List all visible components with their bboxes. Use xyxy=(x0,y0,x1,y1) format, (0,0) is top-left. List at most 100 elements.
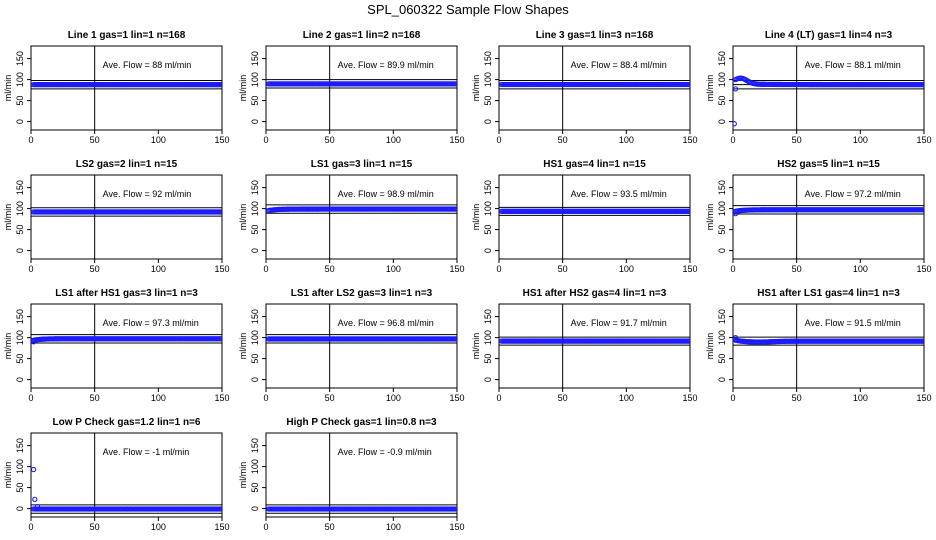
data-point xyxy=(219,81,222,88)
plot-area xyxy=(31,304,222,388)
y-tick-label: 100 xyxy=(15,72,25,87)
x-tick-label: 0 xyxy=(263,393,268,403)
plot-area xyxy=(266,46,457,130)
x-tick-label: 50 xyxy=(558,393,568,403)
average-flow-annotation: Ave. Flow = 93.5 ml/min xyxy=(571,189,667,199)
y-tick-label: 100 xyxy=(15,330,25,345)
x-tick-label: 150 xyxy=(449,393,464,403)
y-axis-label: ml/min xyxy=(238,75,248,102)
x-tick-label: 100 xyxy=(853,135,868,145)
x-tick-label: 50 xyxy=(325,393,335,403)
average-flow-annotation: Ave. Flow = 88.1 ml/min xyxy=(805,60,901,70)
y-tick-label: 50 xyxy=(250,354,260,364)
y-tick-label: 150 xyxy=(250,438,260,453)
y-axis-label: ml/min xyxy=(3,333,13,360)
x-tick-label: 0 xyxy=(28,135,33,145)
data-point xyxy=(921,207,924,213)
plot-area xyxy=(266,175,457,259)
x-tick-label: 100 xyxy=(151,135,166,145)
y-tick-label: 150 xyxy=(15,309,25,324)
x-tick-label: 100 xyxy=(151,264,166,274)
plot-frame xyxy=(498,303,691,389)
y-tick-label: 100 xyxy=(15,459,25,474)
y-tick-label: 0 xyxy=(15,506,25,511)
y-tick-label: 50 xyxy=(15,96,25,106)
x-tick-label: 50 xyxy=(558,135,568,145)
y-tick-label: 150 xyxy=(717,180,727,195)
data-point xyxy=(733,86,739,92)
x-tick-label: 50 xyxy=(90,522,100,532)
chart-panel: High P Check gas=1 lin=0.8 n=3 0 50 100 150 0… xyxy=(238,417,465,532)
x-tick-label: 50 xyxy=(90,264,100,274)
panel-title: Low P Check gas=1.2 lin=1 n=6 xyxy=(53,417,201,428)
data-point xyxy=(733,210,739,217)
panel-title: Line 2 gas=1 lin=2 n=168 xyxy=(303,30,421,41)
data-point xyxy=(687,338,690,344)
data-point xyxy=(687,208,690,214)
x-tick-label: 150 xyxy=(449,522,464,532)
y-tick-label: 50 xyxy=(717,354,727,364)
data-point xyxy=(733,121,737,127)
y-tick-label: 50 xyxy=(717,96,727,106)
y-tick-label: 150 xyxy=(483,180,493,195)
panel-title: Line 4 (LT) gas=1 lin=4 n=3 xyxy=(765,30,893,41)
data-point xyxy=(219,336,222,342)
plot-area xyxy=(733,175,924,259)
x-tick-label: 150 xyxy=(916,393,931,403)
y-tick-label: 150 xyxy=(250,309,260,324)
chart-panel: Low P Check gas=1.2 lin=1 n=6 0 50 100 150 0 5… xyxy=(3,417,230,532)
x-tick-label: 100 xyxy=(619,393,634,403)
panel-title: HS2 gas=5 lin=1 n=15 xyxy=(777,159,880,170)
y-tick-label: 0 xyxy=(250,377,260,382)
plot-frame xyxy=(265,432,458,518)
y-tick-label: 50 xyxy=(250,483,260,493)
plot-frame xyxy=(265,174,458,260)
y-tick-label: 50 xyxy=(250,96,260,106)
x-tick-label: 50 xyxy=(325,135,335,145)
y-tick-label: 50 xyxy=(483,96,493,106)
y-axis-label: ml/min xyxy=(3,462,13,489)
panel-title: LS1 gas=3 lin=1 n=15 xyxy=(311,159,413,170)
chart-panel: LS1 gas=3 lin=1 n=150 50 100 150050100150ml… xyxy=(238,159,465,274)
y-tick-label: 50 xyxy=(250,225,260,235)
plot-area xyxy=(499,175,690,259)
y-axis-label: ml/min xyxy=(705,75,715,102)
y-tick-label: 150 xyxy=(250,180,260,195)
y-axis-label: ml/min xyxy=(238,462,248,489)
chart-panel: HS1 after HS2 gas=4 lin=1 n=3 0 50 100 150 0 5… xyxy=(471,288,698,403)
average-flow-annotation: Ave. Flow = 98.9 ml/min xyxy=(338,189,434,199)
x-tick-label: 0 xyxy=(263,264,268,274)
chart-panel: HS1 gas=4 lin=1 n=150 50 100 150050100150ml… xyxy=(471,159,698,274)
plot-area xyxy=(266,433,457,517)
y-tick-label: 100 xyxy=(15,201,25,216)
panel-title: Line 3 gas=1 lin=3 n=168 xyxy=(536,30,654,41)
y-tick-label: 0 xyxy=(250,119,260,124)
average-flow-annotation: Ave. Flow = 92 ml/min xyxy=(103,189,192,199)
average-flow-annotation: Ave. Flow = 88.4 ml/min xyxy=(571,60,667,70)
data-point xyxy=(32,496,38,503)
x-tick-label: 100 xyxy=(853,393,868,403)
y-tick-label: 100 xyxy=(717,330,727,345)
data-point xyxy=(219,506,222,512)
chart-panel: Line 3 gas=1 lin=3 n=168 0 50 100 150 0 50 100 1… xyxy=(471,30,698,145)
y-tick-label: 150 xyxy=(15,51,25,66)
panel-title: HS1 gas=4 lin=1 n=15 xyxy=(543,159,646,170)
y-tick-label: 0 xyxy=(483,248,493,253)
x-tick-label: 0 xyxy=(730,135,735,145)
x-tick-label: 150 xyxy=(682,135,697,145)
panel-title: High P Check gas=1 lin=0.8 n=3 xyxy=(286,417,437,428)
x-tick-label: 50 xyxy=(792,393,802,403)
y-tick-label: 150 xyxy=(717,51,727,66)
y-tick-label: 50 xyxy=(15,483,25,493)
plot-frame xyxy=(30,432,223,518)
x-tick-label: 50 xyxy=(90,393,100,403)
chart-panel: Line 4 (LT) gas=1 lin=4 n=3 0 50 100 150 0 50 1… xyxy=(705,30,932,145)
plot-area xyxy=(31,46,222,130)
x-tick-label: 150 xyxy=(682,393,697,403)
average-flow-annotation: Ave. Flow = -0.9 ml/min xyxy=(338,447,432,457)
x-tick-label: 0 xyxy=(730,393,735,403)
chart-panel: HS2 gas=5 lin=1 n=150 50 100 150050100150ml… xyxy=(705,159,932,274)
x-tick-label: 50 xyxy=(792,264,802,274)
data-point xyxy=(733,334,739,341)
